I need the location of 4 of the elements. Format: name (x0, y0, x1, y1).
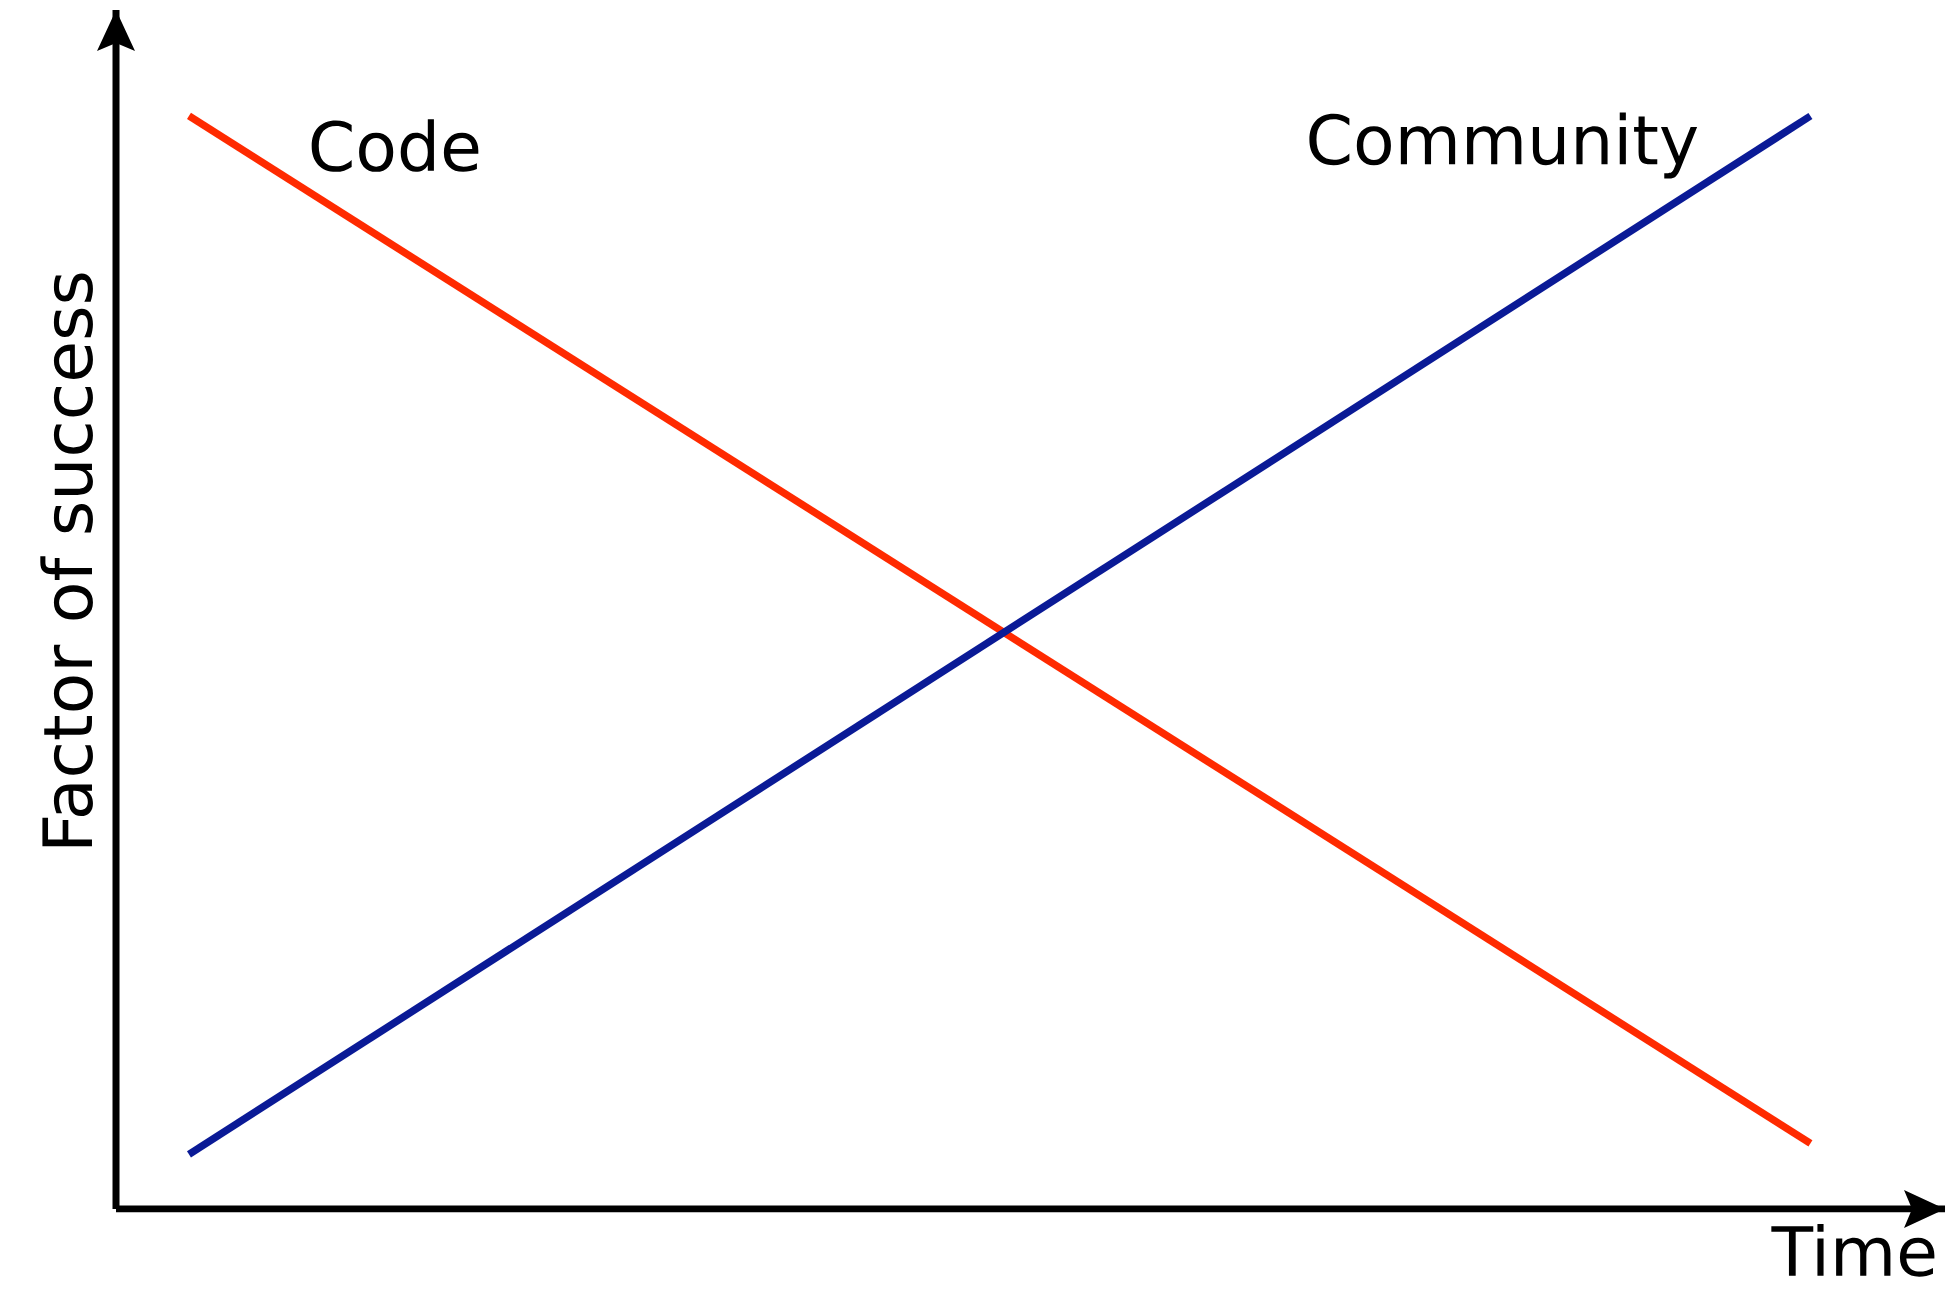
series-label: Code (311, 119, 479, 172)
x-axis-title: Time (1771, 1224, 1935, 1277)
series-label: Community (1309, 112, 1698, 179)
y-axis-title: Factor of success (40, 273, 93, 847)
